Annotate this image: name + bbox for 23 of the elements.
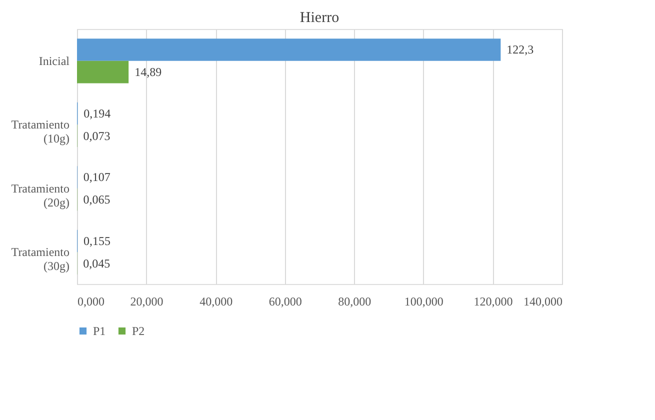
x-tick-label: 100,000 [404, 294, 444, 308]
x-tick-label: 40,000 [200, 294, 233, 308]
x-tick-label: 140,000 [524, 294, 562, 308]
data-label: 14,89 [134, 65, 162, 80]
y-tick-label: Inicial [38, 54, 70, 68]
legend-label: P1 [93, 324, 106, 338]
data-label: 0,045 [83, 256, 110, 270]
x-tick-label: 80,000 [338, 294, 372, 308]
data-label: 122,3 [506, 42, 534, 57]
data-label: 0,155 [84, 234, 111, 248]
x-tick-label: 60,000 [268, 294, 302, 308]
x-tick-label: 120,000 [474, 294, 513, 308]
data-label: 0,073 [83, 128, 110, 143]
data-label: 0,107 [83, 170, 110, 184]
x-tick-label: 20,000 [130, 294, 164, 308]
y-tick-label: Tratamiento (10g) [11, 118, 70, 146]
data-label: 0,194 [84, 106, 111, 120]
chart-title: Hierro [300, 10, 340, 26]
y-tick-label: Tratamiento (30g) [11, 245, 70, 274]
y-tick-label: Tratamiento (20g) [11, 181, 70, 210]
legend-label: P2 [132, 324, 145, 338]
x-tick-label: 0,000 [78, 294, 104, 308]
data-label: 0,065 [83, 192, 110, 207]
